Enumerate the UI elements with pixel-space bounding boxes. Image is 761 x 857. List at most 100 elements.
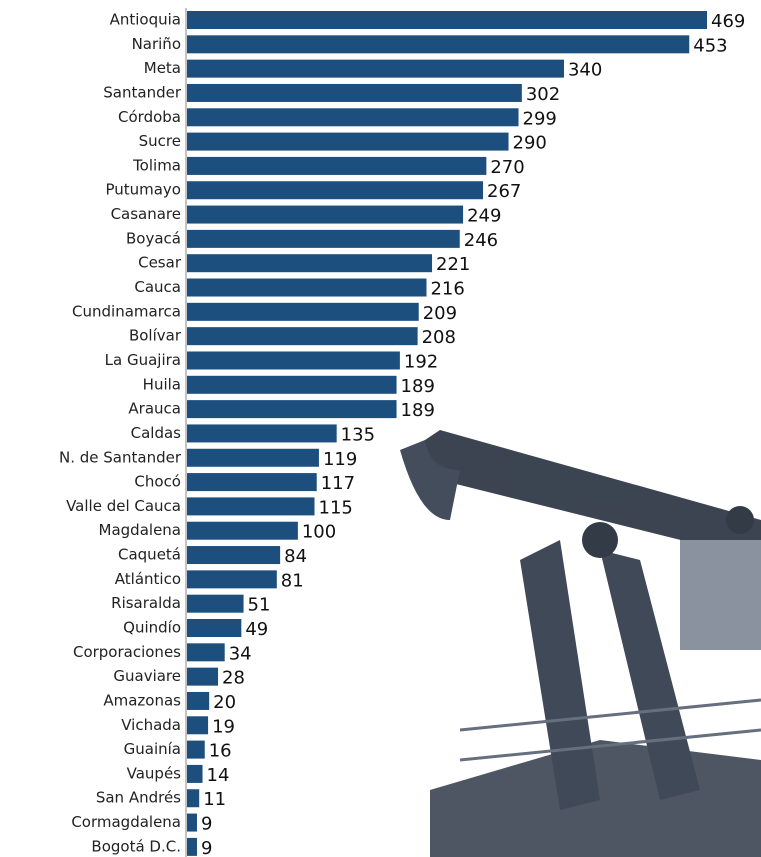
value-label: 119 <box>323 449 357 470</box>
bar <box>187 278 427 297</box>
bar <box>187 108 519 127</box>
category-label: Huila <box>143 375 181 393</box>
bar <box>187 35 690 54</box>
value-label: 49 <box>245 619 268 640</box>
value-label: 34 <box>229 643 252 664</box>
category-label: Sucre <box>139 132 181 150</box>
value-label: 270 <box>490 157 524 178</box>
category-label: Boyacá <box>126 229 181 247</box>
bar <box>187 132 509 151</box>
bar <box>187 546 281 565</box>
value-label: 81 <box>281 570 304 591</box>
category-label: Magdalena <box>99 521 181 539</box>
bar <box>187 619 242 637</box>
value-label: 453 <box>693 35 727 56</box>
value-label: 267 <box>487 181 521 202</box>
value-label: 216 <box>430 279 464 300</box>
bar <box>187 789 200 808</box>
value-label: 209 <box>423 303 457 324</box>
value-label: 469 <box>711 11 745 32</box>
value-label: 16 <box>209 741 232 762</box>
bar <box>187 448 319 467</box>
category-label: Chocó <box>134 473 181 491</box>
value-label: 208 <box>422 327 456 348</box>
category-label: Guainía <box>124 740 181 758</box>
value-label: 221 <box>436 254 470 275</box>
value-label: 9 <box>201 838 212 857</box>
bar <box>187 764 203 783</box>
category-label: Santander <box>103 83 182 101</box>
category-label: Valle del Cauca <box>66 497 181 515</box>
bar <box>187 375 397 394</box>
category-label: Corporaciones <box>73 643 181 661</box>
value-label: 100 <box>302 522 336 543</box>
category-label: Cesar <box>138 254 182 272</box>
bar <box>187 570 277 589</box>
bar <box>187 837 197 856</box>
category-label: Quindío <box>123 619 181 637</box>
value-label: 249 <box>467 206 501 227</box>
category-label: Bogotá D.C. <box>91 837 181 855</box>
bar <box>187 205 464 224</box>
bar <box>187 667 219 686</box>
bar <box>187 181 484 200</box>
value-label: 84 <box>284 546 307 567</box>
bar <box>187 302 419 321</box>
bar <box>187 691 210 710</box>
category-label: Amazonas <box>103 691 181 709</box>
value-label: 28 <box>222 668 245 689</box>
bar <box>187 740 205 759</box>
bar <box>187 83 522 102</box>
bar <box>187 351 400 370</box>
value-label: 14 <box>207 765 230 786</box>
bar <box>187 156 487 175</box>
bar <box>187 497 315 516</box>
category-label: Bolívar <box>129 327 182 345</box>
value-label: 302 <box>526 84 560 105</box>
value-label: 192 <box>404 351 438 372</box>
value-label: 51 <box>248 595 271 616</box>
category-label: Vaupés <box>127 764 182 782</box>
category-label: Cundinamarca <box>72 302 181 320</box>
value-label: 299 <box>523 108 557 129</box>
category-label: Guaviare <box>113 667 181 685</box>
category-label: Caquetá <box>118 546 181 564</box>
value-label: 189 <box>401 400 435 421</box>
category-label: San Andrés <box>96 789 181 807</box>
category-label: Córdoba <box>118 108 181 126</box>
bar <box>187 424 337 443</box>
bar <box>187 229 460 248</box>
category-label: Putumayo <box>105 181 181 199</box>
category-label: Cauca <box>134 278 181 296</box>
value-label: 340 <box>568 60 602 81</box>
value-label: 189 <box>401 376 435 397</box>
value-label: 11 <box>203 789 226 810</box>
category-label: Risaralda <box>111 594 181 612</box>
bar <box>187 473 317 492</box>
pump-illustration <box>400 430 761 857</box>
category-label: La Guajira <box>105 351 181 369</box>
category-label: Meta <box>144 59 181 77</box>
value-label: 135 <box>341 424 375 445</box>
bar <box>187 643 225 662</box>
value-label: 20 <box>213 692 236 713</box>
category-label: Arauca <box>128 400 181 418</box>
bar <box>187 813 197 832</box>
bar <box>187 327 418 346</box>
value-label: 115 <box>319 497 353 518</box>
category-label: Atlántico <box>115 570 181 588</box>
bar <box>187 400 397 419</box>
bar <box>187 521 298 540</box>
bar <box>187 11 707 29</box>
value-label: 246 <box>464 230 498 251</box>
category-label: N. de Santander <box>59 448 182 466</box>
value-label: 290 <box>513 133 547 154</box>
bar <box>187 594 244 613</box>
category-label: Nariño <box>132 35 181 53</box>
value-label: 19 <box>212 716 235 737</box>
bar <box>187 254 433 273</box>
category-label: Antioquia <box>110 11 181 29</box>
category-label: Vichada <box>121 716 181 734</box>
bar <box>187 59 564 78</box>
